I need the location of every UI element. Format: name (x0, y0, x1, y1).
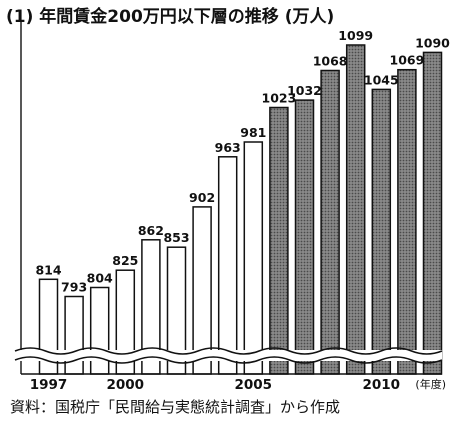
chart-title: (1) 年間賃金200万円以下層の推移 (万人) (6, 7, 335, 27)
source-note: 資料：国税庁「民間給与実態統計調査」から作成 (10, 398, 341, 416)
bar-2005 (243, 141, 264, 375)
bar-value-label-2010: 1045 (364, 72, 399, 87)
x-tick-label-1997: 1997 (30, 377, 68, 393)
bar-value-label-1998: 793 (61, 280, 87, 295)
bar-2012 (422, 51, 443, 375)
bar-value-label-2007: 1032 (287, 83, 322, 98)
bar-2006 (269, 106, 289, 375)
x-unit-label: (年度) (415, 377, 446, 391)
bar-value-label-2006: 1023 (262, 91, 297, 106)
axis-break-line-1 (14, 347, 443, 355)
bar-2011 (397, 68, 417, 375)
bar-value-label-2004: 963 (215, 140, 241, 155)
bar-value-label-2005: 981 (240, 125, 266, 140)
bar-value-label-1997: 814 (35, 262, 61, 277)
bar-2010 (371, 88, 392, 375)
axis-break-line-2 (14, 356, 443, 364)
bar-value-label-2000: 825 (112, 253, 138, 268)
bar-value-label-2009: 1099 (338, 28, 373, 43)
axis-break-band (15, 350, 442, 361)
bar-2009 (345, 44, 366, 375)
bar-value-label-2002: 853 (163, 230, 189, 245)
bar-2007 (294, 99, 315, 375)
bar-value-label-2003: 902 (189, 190, 215, 205)
bar-1999 (89, 286, 110, 375)
bar-2008 (320, 69, 340, 375)
bar-value-label-2001: 862 (138, 223, 164, 238)
bar-value-label-2012: 1090 (415, 35, 450, 50)
bar-value-label-2008: 1068 (313, 54, 348, 69)
x-tick-label-2010: 2010 (363, 377, 401, 393)
bar-2004 (217, 156, 238, 375)
x-tick-label-2000: 2000 (107, 377, 145, 393)
bar-value-label-2011: 1069 (390, 53, 425, 68)
x-tick-label-2005: 2005 (235, 377, 273, 393)
bar-value-label-1999: 804 (87, 271, 113, 286)
